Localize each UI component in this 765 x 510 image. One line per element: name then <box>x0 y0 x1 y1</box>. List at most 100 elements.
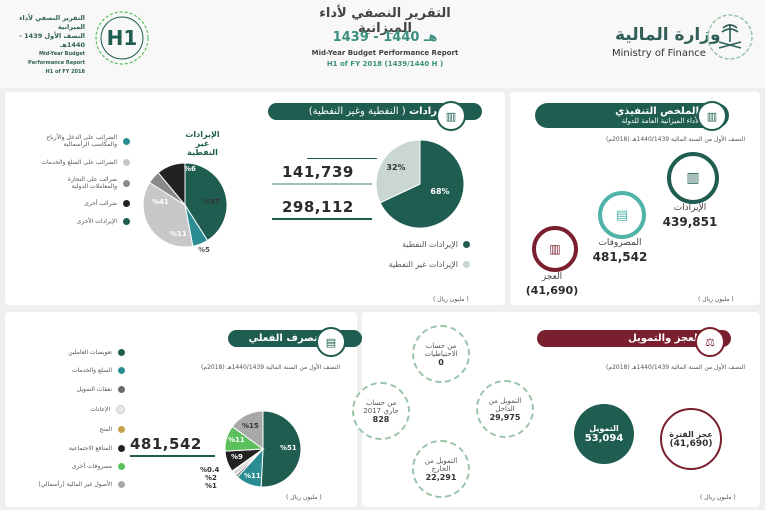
oil-underline <box>272 218 372 220</box>
deficit-period: النصف الأول من السنة المالية 1440/1439هـ… <box>606 364 745 371</box>
reserves-value: 0 <box>438 357 444 367</box>
expenditure-legend-item: الأصول غير المالية (رأسمالي) <box>30 475 125 493</box>
pie-slice <box>157 162 186 207</box>
nonoil-total-value: 141,739 <box>282 163 354 181</box>
financing-value: 53,094 <box>584 433 624 444</box>
h1-logo: H1 <box>92 8 152 68</box>
expenditure-legend-item: نفقات التمويل <box>30 379 125 399</box>
executive-summary-period: النصف الأول من السنة المالية 1440/1439هـ… <box>606 136 745 143</box>
expenditure-legend-item: تعويضات العاملين <box>30 343 125 361</box>
domestic-value: 29,975 <box>489 412 521 422</box>
expenditure-pct-goods: %11 <box>244 472 261 480</box>
nonoil-heading-1: الإيرادات <box>185 130 220 139</box>
ministry-name-en: Ministry of Finance <box>612 48 706 59</box>
external-label: التمويل من الخارج <box>424 456 458 473</box>
revenues-title: الإيرادات <box>409 106 452 117</box>
logo-text-en-1: Mid-Year Budget Performance Report <box>28 51 85 66</box>
expenditure-period: النصف الأول من السنة المالية 1440/1439هـ… <box>201 364 340 371</box>
h1-logo-text: التقرير النصفي لأداء الميزانية النصف الأ… <box>5 14 85 77</box>
nonoil-legend-swatch <box>123 199 130 207</box>
expenditure-legend-item: المنافع الاجتماعية <box>30 439 125 457</box>
revenue-split-pie: 68% 32% <box>375 139 465 229</box>
expenditure-legend-label: تعويضات العاملين <box>68 348 112 356</box>
oil-pct-label: 68% <box>430 187 449 196</box>
nonoil-legend-label: ضرائب أخرى <box>84 199 117 207</box>
expenditure-underline <box>130 455 215 457</box>
period-deficit-circle: عجز الفترة (41,690) <box>660 408 722 470</box>
nonoil-legend-swatch <box>123 179 130 187</box>
expenditure-legend-swatch <box>118 348 125 356</box>
revenues-unit: ( مليون ريال ) <box>433 296 469 303</box>
current-account-circle: من حساب جاري 2017 828 <box>352 382 410 440</box>
nonoil-pct-trade: %5 <box>198 246 210 254</box>
legend-nonoil-label: الإيرادات غير النفطية <box>388 260 458 269</box>
nonoil-legend-swatch <box>123 217 130 225</box>
expenditure-chart-icon: ▤ <box>316 327 346 357</box>
financing-circle: التمويل 53,094 <box>574 404 634 464</box>
expenditure-legend-label: الأصول غير المالية (رأسمالي) <box>38 480 112 488</box>
legend-oil-swatch <box>463 241 470 248</box>
expenditures-label: المصروفات <box>598 238 642 248</box>
deficit-panel-icon: ⚖ <box>695 327 725 357</box>
report-subtitle-en: H1 of FY 2018 (1439/1440 H ) <box>326 60 444 68</box>
executive-summary-pill: الملخص التنفيذي لأداء الميزانية العامة ل… <box>535 103 729 128</box>
expenditure-legend-swatch <box>118 462 125 470</box>
revenues-value: 439,851 <box>662 215 718 229</box>
nonoil-legend: الضرائب على الدخل والأرباح والمكاسب الرأ… <box>40 130 130 230</box>
pie-slice <box>231 410 264 450</box>
expenditure-legend-label: نفقات التمويل <box>76 385 112 393</box>
nonoil-connector <box>307 158 377 164</box>
revenues-title-sub: ( النفطية وغير النفطية) <box>308 106 406 117</box>
expenditure-unit: ( مليون ريال ) <box>286 494 322 501</box>
expenditures-ring: ▤ <box>598 191 646 239</box>
nonoil-legend-label: ضرائب على التجارة والمعاملات الدولية <box>67 176 117 190</box>
current-account-label: من حساب جاري 2017 <box>363 398 399 415</box>
legend-oil: الإيرادات النفطية <box>360 240 470 249</box>
nonoil-total-row: 141,739 <box>272 163 392 185</box>
revenues-ring: ▥ <box>667 152 719 204</box>
nonoil-heading-2: غير النفطية <box>187 139 218 157</box>
expenditure-legend-label: السلع والخدمات <box>71 366 112 374</box>
external-circle: التمويل من الخارج 22,291 <box>412 440 470 498</box>
report-header <box>0 0 765 88</box>
report-title-en: Mid-Year Budget Performance Report <box>311 49 459 57</box>
legend-nonoil: الإيرادات غير النفطية <box>360 260 470 269</box>
nonoil-pct-labels: %6 %37 %5 %11 %41 <box>140 160 230 255</box>
nonoil-legend-item: الإيرادات الأخرى <box>40 212 130 230</box>
nonoil-legend-label: الضرائب على السلع والخدمات <box>41 158 117 166</box>
revenue-chart-icon: ▥ <box>436 101 466 131</box>
nonoil-pct-income: %6 <box>184 165 196 173</box>
expenditure-legend-item: السلع والخدمات <box>30 361 125 379</box>
deficit-label: العجز <box>541 272 563 282</box>
expenditure-legend-label: مصروفات أخرى <box>71 462 112 470</box>
oil-total-row: 298,112 <box>272 198 392 220</box>
nonoil-legend-item: ضرائب على التجارة والمعاملات الدولية <box>40 172 130 194</box>
revenues-label: الإيرادات <box>673 203 707 213</box>
expenditure-pct-other: %11 <box>228 436 245 444</box>
ministry-name-ar: وزارة المالية <box>615 25 721 45</box>
executive-summary-unit: ( مليون ريال ) <box>698 296 734 303</box>
pie-slice <box>379 139 465 229</box>
nonoil-heading: الإيرادات غير النفطية <box>180 130 225 157</box>
legend-oil-label: الإيرادات النفطية <box>402 240 458 249</box>
expenditure-legend-label: الإعانات <box>90 405 110 413</box>
expenditures-icon: ▤ <box>615 207 629 223</box>
nonoil-pct-label: 32% <box>386 163 405 172</box>
expenditure-pct-grants: %0.4 <box>200 466 220 474</box>
expenditure-pie <box>224 410 302 488</box>
expenditure-legend-swatch <box>118 425 125 433</box>
deficit-ring: ▥ <box>532 226 578 272</box>
expenditure-legend-item: المنح <box>30 419 125 439</box>
palm-swords-icon <box>707 14 753 60</box>
logo-text-ar-2: النصف الأول 1439 - 1440هـ <box>19 32 85 49</box>
report-title-ar: التقرير النصفي لأداء الميزانية <box>319 6 451 36</box>
nonoil-pct-other-taxes: %11 <box>170 230 187 238</box>
logo-text-ar-1: التقرير النصفي لأداء الميزانية <box>19 14 85 31</box>
expenditure-legend-swatch <box>118 480 125 488</box>
nonoil-underline <box>272 183 372 185</box>
period-deficit-label: عجز الفترة <box>669 429 713 439</box>
executive-summary-subtitle: لأداء الميزانية العامة للدولة <box>621 117 699 125</box>
pie-slice <box>142 181 194 248</box>
expenditure-pct-labels: %51 %11 %1 %2 %0.4 %9 %11 %15 <box>200 408 310 498</box>
deficit-title: العجز والتمويل <box>628 333 701 344</box>
